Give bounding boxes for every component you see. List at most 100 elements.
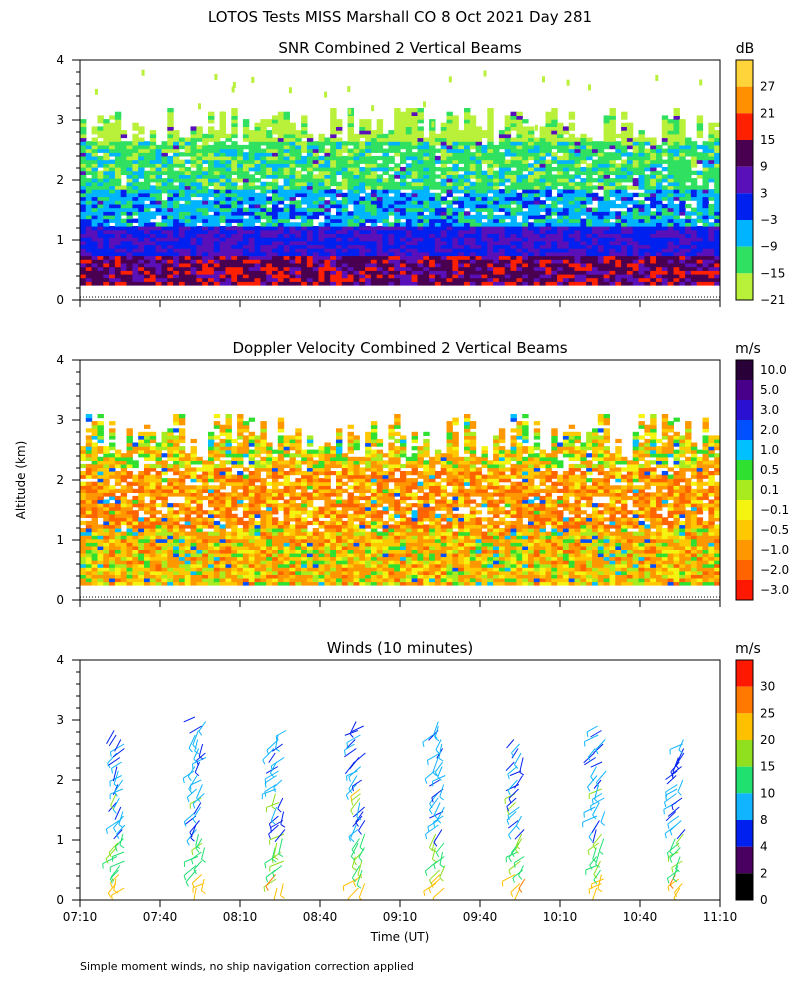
snr-cell [481, 144, 488, 150]
snr-cell [213, 196, 221, 201]
snr-cell [144, 159, 151, 164]
snr-cell [475, 133, 482, 139]
snr-cell [103, 266, 110, 271]
snr-cell [109, 251, 116, 257]
snr-cell [155, 159, 162, 164]
snr-cell [388, 244, 395, 249]
snr-cell [306, 251, 314, 257]
snr-cell [475, 189, 482, 194]
doppler-cell [109, 488, 116, 493]
snr-cell [103, 159, 110, 164]
snr-cell [80, 174, 87, 179]
snr-cell [685, 273, 692, 279]
snr-cell [504, 273, 512, 279]
snr-cell [324, 259, 331, 264]
snr-cell [481, 270, 488, 275]
snr-cell [155, 273, 162, 279]
doppler-cell [138, 574, 145, 579]
doppler-cell [103, 506, 110, 511]
snr-cell [597, 207, 605, 212]
snr-cell [138, 207, 145, 212]
snr-cell [452, 130, 459, 135]
colorbar-label: −9 [760, 240, 778, 254]
doppler-cell [126, 560, 133, 565]
snr-cell [283, 192, 290, 198]
snr-cell [714, 189, 720, 194]
snr-cell [458, 259, 465, 264]
snr-cell [272, 178, 279, 183]
snr-cell [359, 170, 366, 175]
snr-cell [551, 159, 558, 164]
snr-cell [458, 233, 465, 238]
snr-cell [510, 270, 517, 275]
snr-cell [376, 244, 384, 249]
snr-cell [609, 144, 616, 150]
snr-cell [483, 70, 487, 77]
snr-cell [656, 229, 663, 234]
snr-cell [85, 244, 93, 249]
doppler-cell [126, 528, 133, 533]
snr-cell [685, 159, 692, 164]
snr-cell [301, 244, 308, 249]
snr-cell [97, 262, 104, 268]
snr-cell [208, 266, 215, 271]
snr-cell [562, 200, 570, 205]
snr-cell [493, 189, 500, 194]
snr-cell [161, 211, 168, 216]
snr-cell [545, 214, 552, 220]
snr-cell [417, 155, 424, 161]
snr-cell [446, 192, 453, 198]
snr-cell [632, 277, 640, 282]
snr-cell [487, 255, 494, 260]
snr-cell [638, 148, 645, 153]
snr-cell [562, 218, 570, 223]
snr-cell [411, 233, 418, 238]
snr-cell [644, 141, 651, 146]
snr-cell [661, 281, 669, 286]
snr-cell [621, 203, 628, 209]
snr-cell [347, 155, 354, 161]
snr-cell [562, 189, 570, 194]
doppler-cell [114, 499, 122, 504]
snr-cell [178, 211, 186, 216]
snr-cell [213, 159, 221, 164]
snr-cell [679, 244, 686, 249]
snr-cell [260, 130, 267, 135]
snr-cell [487, 163, 494, 168]
snr-cell [254, 277, 261, 282]
snr-cell [277, 277, 285, 282]
snr-cell [690, 181, 698, 187]
snr-cell [510, 152, 517, 157]
snr-cell [580, 133, 587, 139]
snr-cell [656, 226, 663, 231]
doppler-cell [114, 513, 122, 518]
snr-cell [446, 185, 453, 190]
snr-cell [644, 251, 651, 257]
snr-cell [382, 214, 389, 220]
snr-cell [580, 137, 587, 142]
snr-cell [231, 86, 235, 93]
snr-cell [85, 226, 93, 231]
snr-cell [458, 174, 465, 179]
snr-cell [545, 192, 552, 198]
snr-cell [464, 126, 471, 131]
doppler-cell [120, 556, 128, 561]
snr-cell [289, 133, 296, 139]
snr-cell [312, 159, 320, 164]
doppler-cell [91, 499, 98, 504]
snr-cell [667, 203, 674, 209]
snr-cell [301, 126, 308, 131]
snr-cell [551, 255, 558, 260]
snr-cell [237, 178, 244, 183]
snr-cell [656, 266, 663, 271]
snr-cell [696, 170, 704, 175]
doppler-cell [91, 560, 98, 565]
snr-cell [626, 214, 634, 220]
snr-cell [574, 240, 581, 246]
snr-cell [609, 270, 616, 275]
snr-cell [597, 163, 605, 168]
snr-cell [353, 248, 360, 253]
snr-cell [388, 148, 395, 153]
snr-cell [464, 211, 471, 216]
snr-cell [184, 144, 192, 150]
